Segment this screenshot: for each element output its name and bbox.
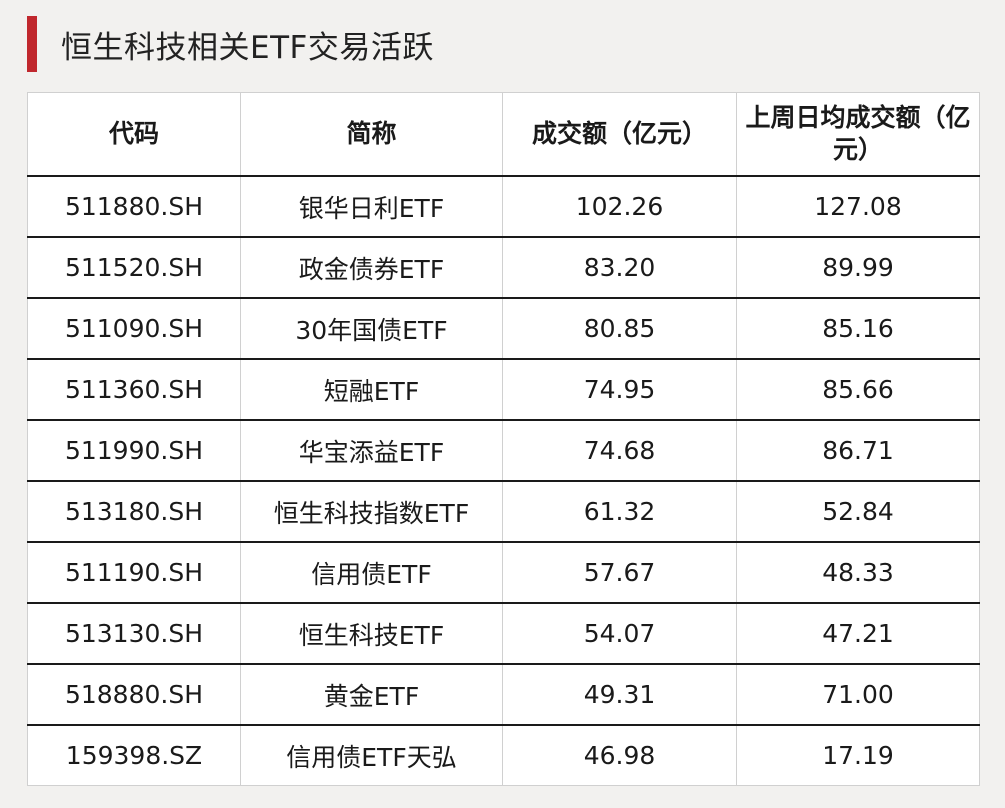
cell-name: 华宝添益ETF (240, 420, 503, 482)
cell-weekly-avg-turnover: 89.99 (736, 237, 980, 299)
etf-table-container: 代码 简称 成交额（亿元） 上周日均成交额（亿元） 511880.SH 银华日利E… (27, 92, 980, 786)
cell-weekly-avg-turnover: 127.08 (736, 176, 980, 238)
cell-name: 恒生科技指数ETF (240, 481, 503, 543)
cell-turnover: 80.85 (502, 298, 737, 360)
table-row: 511190.SH 信用债ETF 57.67 48.33 (27, 542, 980, 604)
title-bar: 恒生科技相关ETF交易活跃 (27, 16, 434, 72)
table-row: 511880.SH 银华日利ETF 102.26 127.08 (27, 176, 980, 238)
page-title: 恒生科技相关ETF交易活跃 (61, 29, 434, 66)
etf-table: 代码 简称 成交额（亿元） 上周日均成交额（亿元） 511880.SH 银华日利E… (27, 92, 980, 786)
cell-turnover: 54.07 (502, 603, 737, 665)
cell-weekly-avg-turnover: 71.00 (736, 664, 980, 726)
cell-weekly-avg-turnover: 85.16 (736, 298, 980, 360)
cell-name: 信用债ETF (240, 542, 503, 604)
header-turnover: 成交额（亿元） (502, 92, 737, 177)
cell-name: 信用债ETF天弘 (240, 725, 503, 786)
title-accent-bar (27, 16, 37, 72)
table-row: 511990.SH 华宝添益ETF 74.68 86.71 (27, 420, 980, 482)
table-header-row: 代码 简称 成交额（亿元） 上周日均成交额（亿元） (27, 92, 980, 177)
cell-turnover: 74.95 (502, 359, 737, 421)
table-row: 511360.SH 短融ETF 74.95 85.66 (27, 359, 980, 421)
cell-code: 513130.SH (27, 603, 241, 665)
header-weekly-avg-turnover: 上周日均成交额（亿元） (736, 92, 980, 177)
cell-code: 511360.SH (27, 359, 241, 421)
cell-code: 159398.SZ (27, 725, 241, 786)
table-row: 511090.SH 30年国债ETF 80.85 85.16 (27, 298, 980, 360)
table-row: 513180.SH 恒生科技指数ETF 61.32 52.84 (27, 481, 980, 543)
cell-code: 511190.SH (27, 542, 241, 604)
table-row: 511520.SH 政金债券ETF 83.20 89.99 (27, 237, 980, 299)
cell-name: 恒生科技ETF (240, 603, 503, 665)
cell-weekly-avg-turnover: 85.66 (736, 359, 980, 421)
cell-name: 银华日利ETF (240, 176, 503, 238)
cell-turnover: 74.68 (502, 420, 737, 482)
table-body: 511880.SH 银华日利ETF 102.26 127.08 511520.SH 政金债… (27, 176, 980, 786)
cell-turnover: 49.31 (502, 664, 737, 726)
header-name: 简称 (240, 92, 503, 177)
cell-turnover: 46.98 (502, 725, 737, 786)
cell-name: 短融ETF (240, 359, 503, 421)
cell-weekly-avg-turnover: 86.71 (736, 420, 980, 482)
cell-name: 黄金ETF (240, 664, 503, 726)
cell-turnover: 102.26 (502, 176, 737, 238)
cell-code: 518880.SH (27, 664, 241, 726)
cell-code: 513180.SH (27, 481, 241, 543)
table-row: 518880.SH 黄金ETF 49.31 71.00 (27, 664, 980, 726)
cell-code: 511090.SH (27, 298, 241, 360)
cell-name: 30年国债ETF (240, 298, 503, 360)
table-row: 513130.SH 恒生科技ETF 54.07 47.21 (27, 603, 980, 665)
cell-turnover: 57.67 (502, 542, 737, 604)
cell-weekly-avg-turnover: 17.19 (736, 725, 980, 786)
cell-turnover: 61.32 (502, 481, 737, 543)
cell-code: 511990.SH (27, 420, 241, 482)
cell-weekly-avg-turnover: 52.84 (736, 481, 980, 543)
cell-weekly-avg-turnover: 48.33 (736, 542, 980, 604)
cell-turnover: 83.20 (502, 237, 737, 299)
table-row: 159398.SZ 信用债ETF天弘 46.98 17.19 (27, 725, 980, 786)
cell-code: 511880.SH (27, 176, 241, 238)
cell-name: 政金债券ETF (240, 237, 503, 299)
header-code: 代码 (27, 92, 241, 177)
cell-code: 511520.SH (27, 237, 241, 299)
cell-weekly-avg-turnover: 47.21 (736, 603, 980, 665)
